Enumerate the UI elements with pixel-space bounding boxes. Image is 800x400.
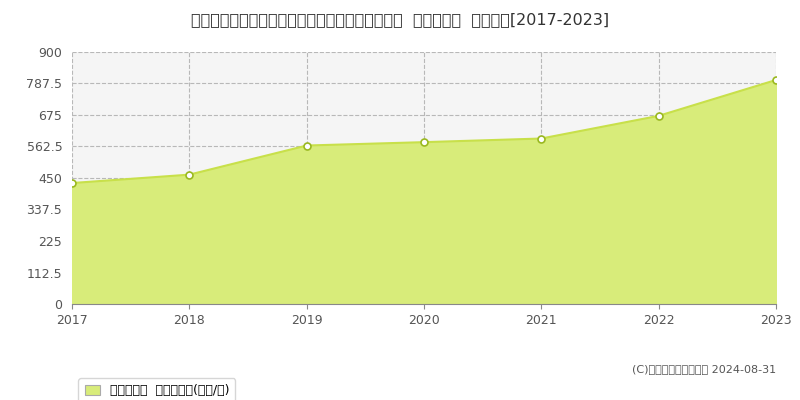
Legend: 基準地価格  平均坪単価(万円/坪): 基準地価格 平均坪単価(万円/坪) (78, 378, 235, 400)
Text: (C)土地価格ドットコム 2024-08-31: (C)土地価格ドットコム 2024-08-31 (632, 364, 776, 374)
Text: 神奈川県横浜市西区みなとみらい４丁目４番７外  基準地価格  地価推移[2017-2023]: 神奈川県横浜市西区みなとみらい４丁目４番７外 基準地価格 地価推移[2017-2… (191, 12, 609, 27)
